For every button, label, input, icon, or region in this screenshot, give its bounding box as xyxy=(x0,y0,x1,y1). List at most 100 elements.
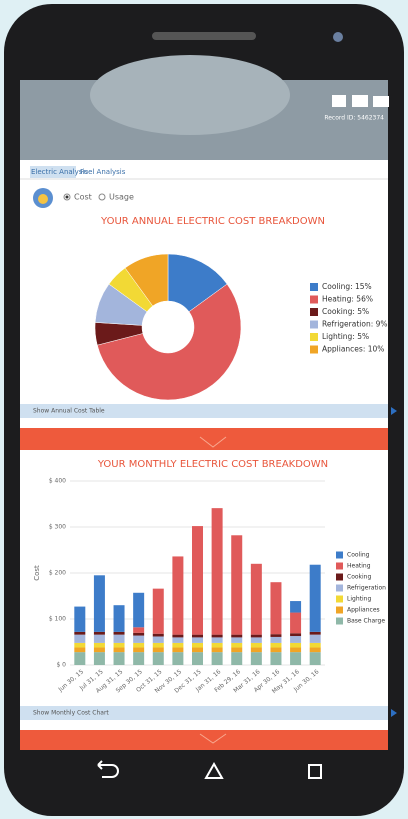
legend-swatch xyxy=(336,585,343,592)
bar-segment xyxy=(94,575,105,632)
legend-swatch xyxy=(310,308,318,316)
bar-segment xyxy=(192,526,203,635)
bar-segment xyxy=(310,635,321,643)
bar-segment xyxy=(172,652,183,665)
screen: Record ID: 5462374 Electric Analysis Fue… xyxy=(0,0,408,819)
bar-segment xyxy=(133,643,144,648)
bar-segment xyxy=(74,635,85,643)
bar-segment xyxy=(290,652,301,665)
legend-label: Lighting xyxy=(347,596,371,603)
option[interactable]: Usage xyxy=(109,193,134,202)
bar-segment xyxy=(212,637,223,643)
bar-segment xyxy=(290,613,301,634)
bar-segment xyxy=(231,535,242,634)
speaker xyxy=(152,32,256,40)
tab[interactable]: Fuel Analysis xyxy=(80,168,126,176)
bar-segment xyxy=(290,636,301,643)
legend-label: Appliances: 10% xyxy=(322,345,384,354)
bar-segment xyxy=(231,635,242,638)
legend-label: Lighting: 5% xyxy=(322,332,369,341)
y-tick-label: $ 200 xyxy=(49,570,66,577)
y-tick-label: $ 300 xyxy=(49,524,66,531)
magnifier xyxy=(90,55,290,135)
legend-swatch xyxy=(310,333,318,341)
bar-segment xyxy=(251,648,262,653)
print-icon[interactable] xyxy=(352,95,368,107)
bar-segment xyxy=(153,652,164,665)
radio-dot xyxy=(66,196,69,199)
option[interactable]: Cost xyxy=(74,193,92,202)
bar-segment xyxy=(114,635,125,643)
bar-segment xyxy=(212,652,223,665)
bar-segment xyxy=(231,637,242,643)
y-tick-label: $ 100 xyxy=(49,616,66,623)
bar-segment xyxy=(270,634,281,637)
bar-segment xyxy=(212,648,223,653)
legend-label: Refrigeration xyxy=(347,585,386,592)
bar-segment xyxy=(172,648,183,653)
legend-swatch xyxy=(336,596,343,603)
bar-segment xyxy=(192,643,203,648)
legend-swatch xyxy=(336,552,343,559)
bar-segment xyxy=(172,556,183,634)
bar-segment xyxy=(94,652,105,665)
bar-segment xyxy=(94,632,105,635)
link[interactable]: Show Annual Cost Table xyxy=(33,408,105,415)
bar-segment xyxy=(270,648,281,653)
chart-title: YOUR ANNUAL ELECTRIC COST BREAKDOWN xyxy=(100,216,325,227)
bar-segment xyxy=(74,607,85,632)
bulb xyxy=(38,194,48,204)
bar-segment xyxy=(153,648,164,653)
bar-segment xyxy=(251,643,262,648)
bar-segment xyxy=(153,634,164,637)
legend-label: Heating xyxy=(347,563,371,570)
chart-title: YOUR MONTHLY ELECTRIC COST BREAKDOWN xyxy=(97,459,328,470)
bar-segment xyxy=(290,643,301,648)
bar-segment xyxy=(192,637,203,643)
legend-label: Cooling: 15% xyxy=(322,282,372,291)
bar-segment xyxy=(114,643,125,648)
bar-segment xyxy=(172,637,183,643)
bar-segment xyxy=(74,648,85,653)
bar-segment xyxy=(133,593,144,628)
bar-segment xyxy=(133,633,144,636)
mail-icon[interactable] xyxy=(373,96,389,107)
bar-segment xyxy=(290,633,301,636)
bar-segment xyxy=(192,635,203,638)
legend-label: Cooking xyxy=(347,574,371,581)
legend-swatch xyxy=(336,607,343,614)
bar-segment xyxy=(192,648,203,653)
bar-segment xyxy=(251,652,262,665)
legend-label: Heating: 56% xyxy=(322,295,373,304)
bar-segment xyxy=(133,648,144,653)
y-tick-label: $ 0 xyxy=(56,662,66,669)
bar-segment xyxy=(310,565,321,632)
bar-segment xyxy=(270,637,281,643)
bar-segment xyxy=(310,632,321,635)
link[interactable]: Show Monthly Cost Chart xyxy=(33,710,109,717)
bar-segment xyxy=(172,635,183,638)
bar-segment xyxy=(290,601,301,613)
bar-segment xyxy=(74,632,85,635)
divider-band xyxy=(20,730,388,750)
record-id: Record ID: 5462374 xyxy=(324,115,384,122)
bar-segment xyxy=(133,652,144,665)
download-icon[interactable] xyxy=(332,95,346,107)
radio-usage[interactable] xyxy=(99,194,105,200)
legend-label: Refrigeration: 9% xyxy=(322,320,388,329)
legend-swatch xyxy=(310,283,318,291)
bar-segment xyxy=(114,605,125,632)
bar-segment xyxy=(74,643,85,648)
bar-segment xyxy=(94,635,105,643)
bar-segment xyxy=(94,643,105,648)
bar-segment xyxy=(310,648,321,653)
bar-segment xyxy=(153,643,164,648)
bar-segment xyxy=(310,652,321,665)
bar-segment xyxy=(94,648,105,653)
bar-segment xyxy=(251,635,262,638)
bar-segment xyxy=(212,643,223,648)
legend-swatch xyxy=(336,618,343,625)
bar-segment xyxy=(153,636,164,642)
bar-segment xyxy=(270,643,281,648)
legend-swatch xyxy=(310,296,318,304)
